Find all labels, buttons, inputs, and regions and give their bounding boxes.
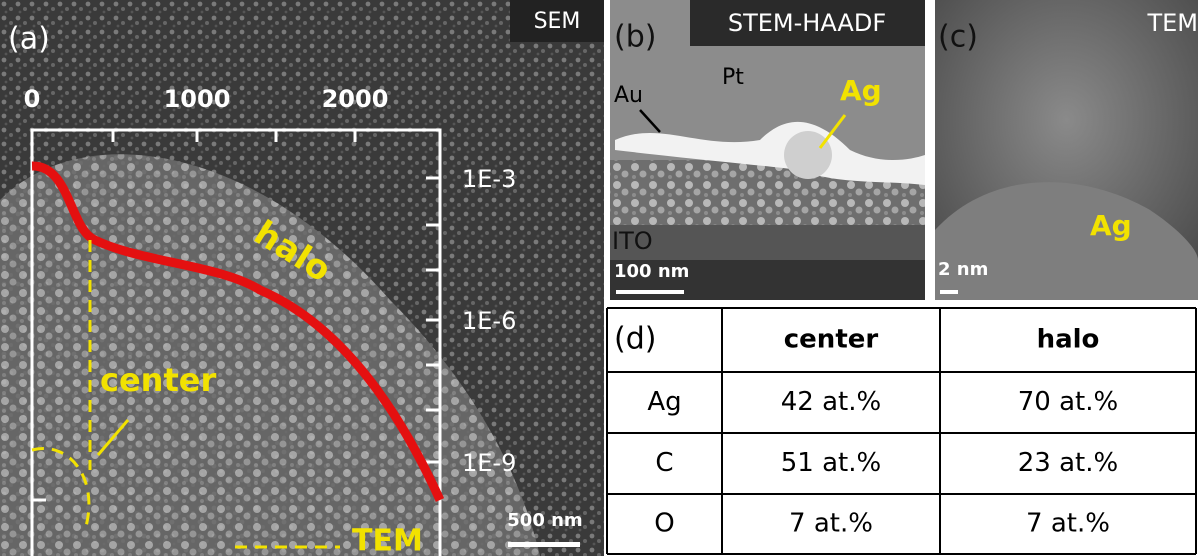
panel-label: (b): [614, 20, 656, 55]
layer-label: Pt: [722, 65, 744, 90]
table-cell: 51 at.%: [781, 448, 881, 478]
panel-label: (d): [614, 322, 656, 357]
scale-bar: [616, 290, 684, 294]
ag-label: Ag: [1090, 209, 1132, 242]
scale-bar-label: 2 nm: [938, 259, 988, 280]
panel-label: (c): [938, 20, 978, 55]
figure: SEM (a) 0 1000 2000 1E-3 1E-6 1E-9 halo …: [0, 0, 1198, 556]
tick-label: 2000: [322, 85, 389, 113]
page: SEM (a) 0 1000 2000 1E-3 1E-6 1E-9 halo …: [0, 0, 1198, 556]
table-cell: O: [654, 509, 674, 539]
layer-label: Au: [614, 83, 643, 108]
table-cell: 7 at.%: [1026, 509, 1110, 539]
scale-bar: [508, 542, 580, 547]
scale-bar-label: 100 nm: [614, 261, 689, 282]
ag-label: Ag: [840, 74, 882, 107]
ito-layer: [610, 225, 925, 260]
table-cell: Ag: [647, 387, 681, 417]
table: (d) center halo Ag 42 at.% 70 at.% C 51 at.% 23 …: [607, 308, 1196, 554]
scale-bar: [940, 290, 958, 294]
table-cell: 70 at.%: [1018, 387, 1118, 417]
table-cell: 23 at.%: [1018, 448, 1118, 478]
technique: TEM: [1146, 9, 1198, 37]
tick-label: 1000: [164, 85, 231, 113]
tem-label: TEM: [352, 524, 423, 557]
scale-bar-label: 500 nm: [507, 510, 582, 531]
table-cell: 7 at.%: [789, 509, 873, 539]
technique: SEM: [534, 9, 581, 34]
layer-label: ITO: [612, 227, 653, 255]
table-cell: 42 at.%: [781, 387, 881, 417]
tick-label: 1E-3: [462, 165, 516, 193]
technique: STEM-HAADF: [728, 9, 886, 37]
tick-label: 1E-6: [462, 307, 516, 335]
table-cell: C: [655, 448, 673, 478]
column-header: center: [784, 325, 879, 355]
tick-label: 1E-9: [462, 449, 516, 477]
panel-label: (a): [8, 22, 50, 57]
column-header: halo: [1037, 325, 1100, 355]
tick-label: 0: [24, 85, 41, 113]
ag-particle: [784, 131, 832, 179]
center-label: center: [100, 361, 216, 399]
